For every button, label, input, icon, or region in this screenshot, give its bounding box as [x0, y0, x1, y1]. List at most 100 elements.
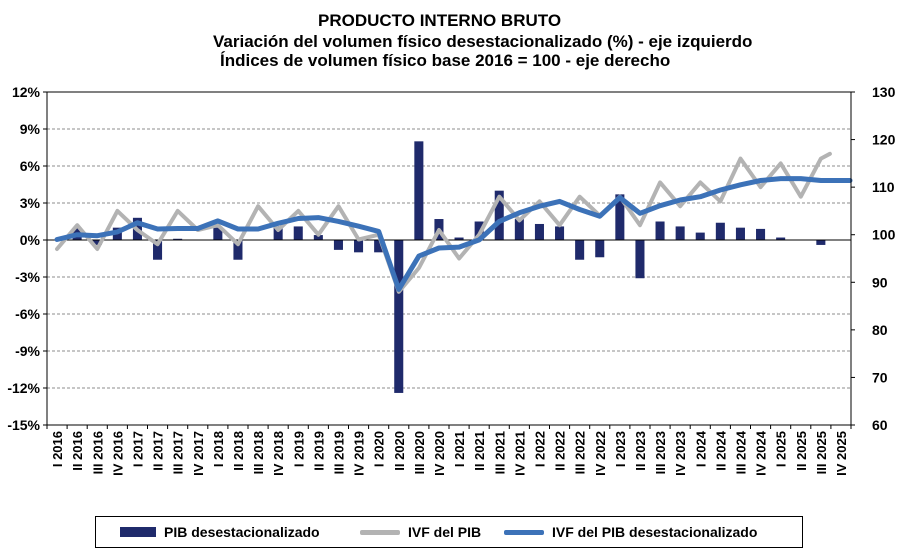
- left-tick-label: -3%: [15, 269, 40, 285]
- left-tick-label: 6%: [20, 158, 41, 174]
- x-tick-label: IV 2025: [834, 431, 849, 476]
- x-tick-label: III 2019: [331, 431, 346, 474]
- bar-pib-18: [414, 141, 424, 240]
- right-tick-label: 80: [872, 322, 888, 338]
- legend-swatch-bar: [120, 527, 156, 537]
- bar-pib-16: [374, 240, 384, 253]
- bar-pib-28: [615, 194, 625, 240]
- bar-pib-14: [333, 240, 343, 250]
- legend: PIB desestacionalizado IVF del PIB IVF d…: [95, 516, 803, 548]
- x-tick-label: IV 2021: [512, 431, 527, 476]
- x-tick-label: III 2018: [251, 431, 266, 474]
- x-tick-label: IV 2020: [432, 431, 447, 476]
- right-tick-label: 60: [872, 417, 888, 433]
- right-tick-label: 90: [872, 274, 888, 290]
- legend-label-ivf: IVF del PIB: [408, 524, 482, 540]
- x-tick-label: II 2020: [392, 431, 407, 471]
- legend-label-ivf-sa: IVF del PIB desestacionalizado: [552, 524, 758, 540]
- legend-swatch-line-ivf-sa: [504, 529, 544, 535]
- x-tick-label: I 2017: [130, 431, 145, 467]
- bar-pib-5: [153, 240, 163, 260]
- right-tick-label: 130: [872, 84, 896, 100]
- left-tick-label: 0%: [20, 232, 41, 248]
- x-tick-label: II 2025: [794, 431, 809, 471]
- bar-pib-29: [635, 240, 645, 279]
- right-tick-label: 100: [872, 227, 896, 243]
- x-tick-label: I 2021: [452, 431, 467, 467]
- bar-pib-22: [494, 190, 504, 240]
- left-tick-label: 12%: [12, 84, 41, 100]
- bar-pib-12: [293, 226, 303, 240]
- x-tick-label: I 2025: [774, 431, 789, 467]
- x-tick-label: I 2022: [532, 431, 547, 467]
- x-tick-label: III 2016: [90, 431, 105, 474]
- bar-pib-26: [575, 240, 585, 260]
- x-tick-label: IV 2022: [593, 431, 608, 476]
- chart-title: PRODUCTO INTERNO BRUTO: [318, 11, 562, 30]
- bar-pib-13: [313, 235, 323, 240]
- x-tick-label: I 2018: [211, 431, 226, 467]
- x-tick-label: IV 2019: [352, 431, 367, 476]
- right-tick-label: 110: [872, 179, 895, 195]
- chart-subtitle-right-axis: Índices de volumen físico base 2016 = 10…: [220, 51, 671, 70]
- x-tick-label: II 2023: [633, 431, 648, 471]
- x-tick-label: III 2017: [171, 431, 186, 474]
- right-tick-label: 70: [872, 369, 888, 385]
- left-tick-label: -9%: [15, 343, 40, 359]
- bar-pib-20: [454, 237, 464, 240]
- x-tick-label: III 2023: [653, 431, 668, 474]
- bar-pib-24: [534, 223, 544, 240]
- legend-item-pib: PIB desestacionalizado: [120, 523, 320, 541]
- x-tick-label: II 2018: [231, 431, 246, 471]
- left-tick-label: -6%: [15, 306, 40, 322]
- right-tick-label: 120: [872, 132, 896, 148]
- x-tick-label: IV 2017: [191, 431, 206, 476]
- bar-pib-35: [756, 228, 766, 240]
- x-tick-label: III 2021: [492, 431, 507, 474]
- bar-pib-6: [173, 238, 183, 240]
- bar-pib-11: [273, 226, 283, 240]
- x-tick-label: IV 2016: [110, 431, 125, 476]
- left-tick-label: 9%: [20, 121, 41, 137]
- bar-pib-30: [655, 221, 665, 240]
- x-tick-label: IV 2024: [754, 430, 769, 476]
- bar-pib-15: [354, 240, 364, 253]
- bar-pib-34: [735, 227, 745, 240]
- x-tick-label: II 2024: [713, 430, 728, 471]
- line-ivf-pib-desestacionalizado: [54, 176, 853, 292]
- bar-pib-23: [514, 219, 524, 240]
- x-tick-label: II 2021: [472, 431, 487, 471]
- x-tick-label: I 2016: [50, 431, 65, 467]
- x-tick-label: II 2017: [151, 431, 166, 471]
- x-tick-label: I 2024: [693, 430, 708, 467]
- left-tick-label: -15%: [7, 417, 40, 433]
- bar-pib-25: [555, 226, 565, 240]
- x-tick-label: III 2025: [814, 431, 829, 474]
- x-tick-label: I 2020: [372, 431, 387, 467]
- bar-pib-32: [695, 232, 705, 240]
- x-tick-label: II 2022: [553, 431, 568, 471]
- bar-pib-9: [233, 240, 243, 260]
- bar-pib-38: [816, 240, 826, 245]
- x-tick-label: IV 2018: [271, 431, 286, 476]
- bar-pib-27: [595, 240, 605, 258]
- bar-pib-2: [92, 240, 102, 245]
- x-tick-label: I 2019: [291, 431, 306, 467]
- legend-label-pib: PIB desestacionalizado: [164, 524, 320, 540]
- chart-subtitle-left-axis: Variación del volumen físico desestacion…: [213, 32, 753, 51]
- x-tick-label: III 2024: [733, 430, 748, 474]
- left-tick-label: -12%: [7, 380, 40, 396]
- x-tick-label: II 2019: [311, 431, 326, 471]
- bar-pib-33: [715, 222, 725, 240]
- legend-swatch-line-ivf: [360, 529, 400, 535]
- legend-item-ivf: IVF del PIB: [360, 523, 481, 541]
- x-tick-label: III 2020: [412, 431, 427, 474]
- legend-item-ivf-sa: IVF del PIB desestacionalizado: [504, 523, 757, 541]
- bar-pib-36: [776, 237, 786, 240]
- x-tick-label: III 2022: [573, 431, 588, 474]
- bar-pib-17: [394, 240, 404, 393]
- x-tick-label: I 2023: [613, 431, 628, 467]
- bar-pib-8: [213, 227, 223, 240]
- x-tick-label: II 2016: [70, 431, 85, 471]
